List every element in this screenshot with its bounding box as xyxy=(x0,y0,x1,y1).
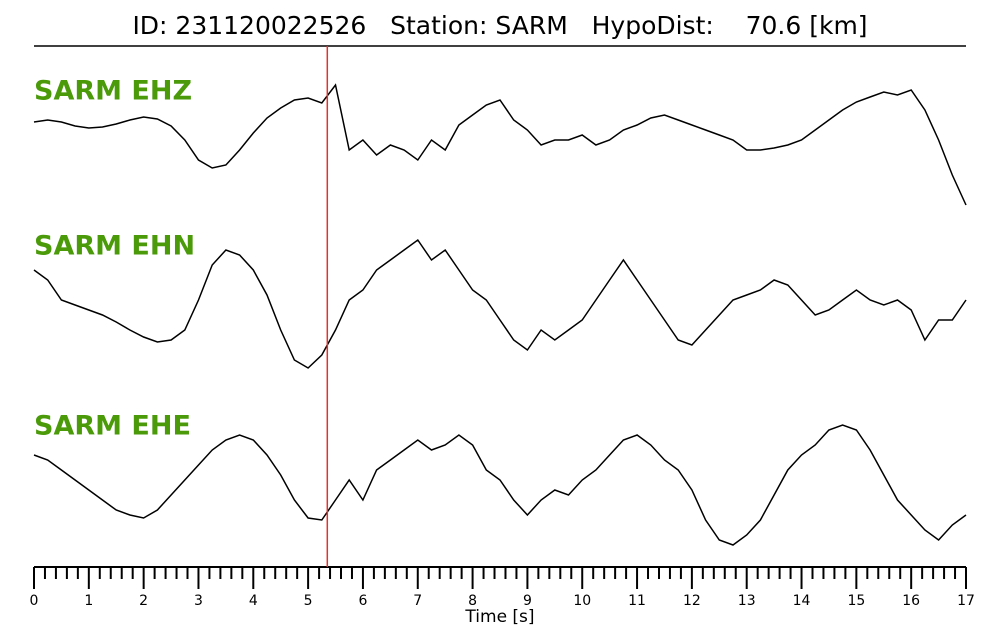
x-tick-label: 6 xyxy=(358,593,367,609)
x-tick-label: 2 xyxy=(139,593,148,609)
trace-label: SARM EHZ xyxy=(34,76,192,107)
x-tick-label: 0 xyxy=(30,593,39,609)
waveform xyxy=(33,83,967,206)
x-tick-label: 17 xyxy=(957,593,975,609)
waveform xyxy=(33,238,967,369)
trace-label: SARM EHE xyxy=(34,411,191,442)
x-tick-label: 1 xyxy=(84,593,93,609)
waveform xyxy=(33,424,967,546)
x-tick-label: 3 xyxy=(194,593,203,609)
x-tick-label: 10 xyxy=(573,593,591,609)
x-tick-label: 13 xyxy=(738,593,756,609)
x-tick-label: 8 xyxy=(468,593,477,609)
x-tick-label: 14 xyxy=(793,593,811,609)
x-tick-label: 7 xyxy=(413,593,422,609)
x-tick-label: 15 xyxy=(847,593,865,609)
trace-label: SARM EHN xyxy=(34,231,195,262)
x-axis-label: Time [s] xyxy=(464,607,534,627)
x-tick-label: 16 xyxy=(902,593,920,609)
x-tick-label: 9 xyxy=(523,593,532,609)
x-tick-label: 11 xyxy=(628,593,646,609)
chart-title: ID: 231120022526 Station: SARM HypoDist:… xyxy=(132,11,867,40)
x-tick-label: 5 xyxy=(304,593,313,609)
x-tick-label: 4 xyxy=(249,593,258,609)
x-tick-label: 12 xyxy=(683,593,701,609)
